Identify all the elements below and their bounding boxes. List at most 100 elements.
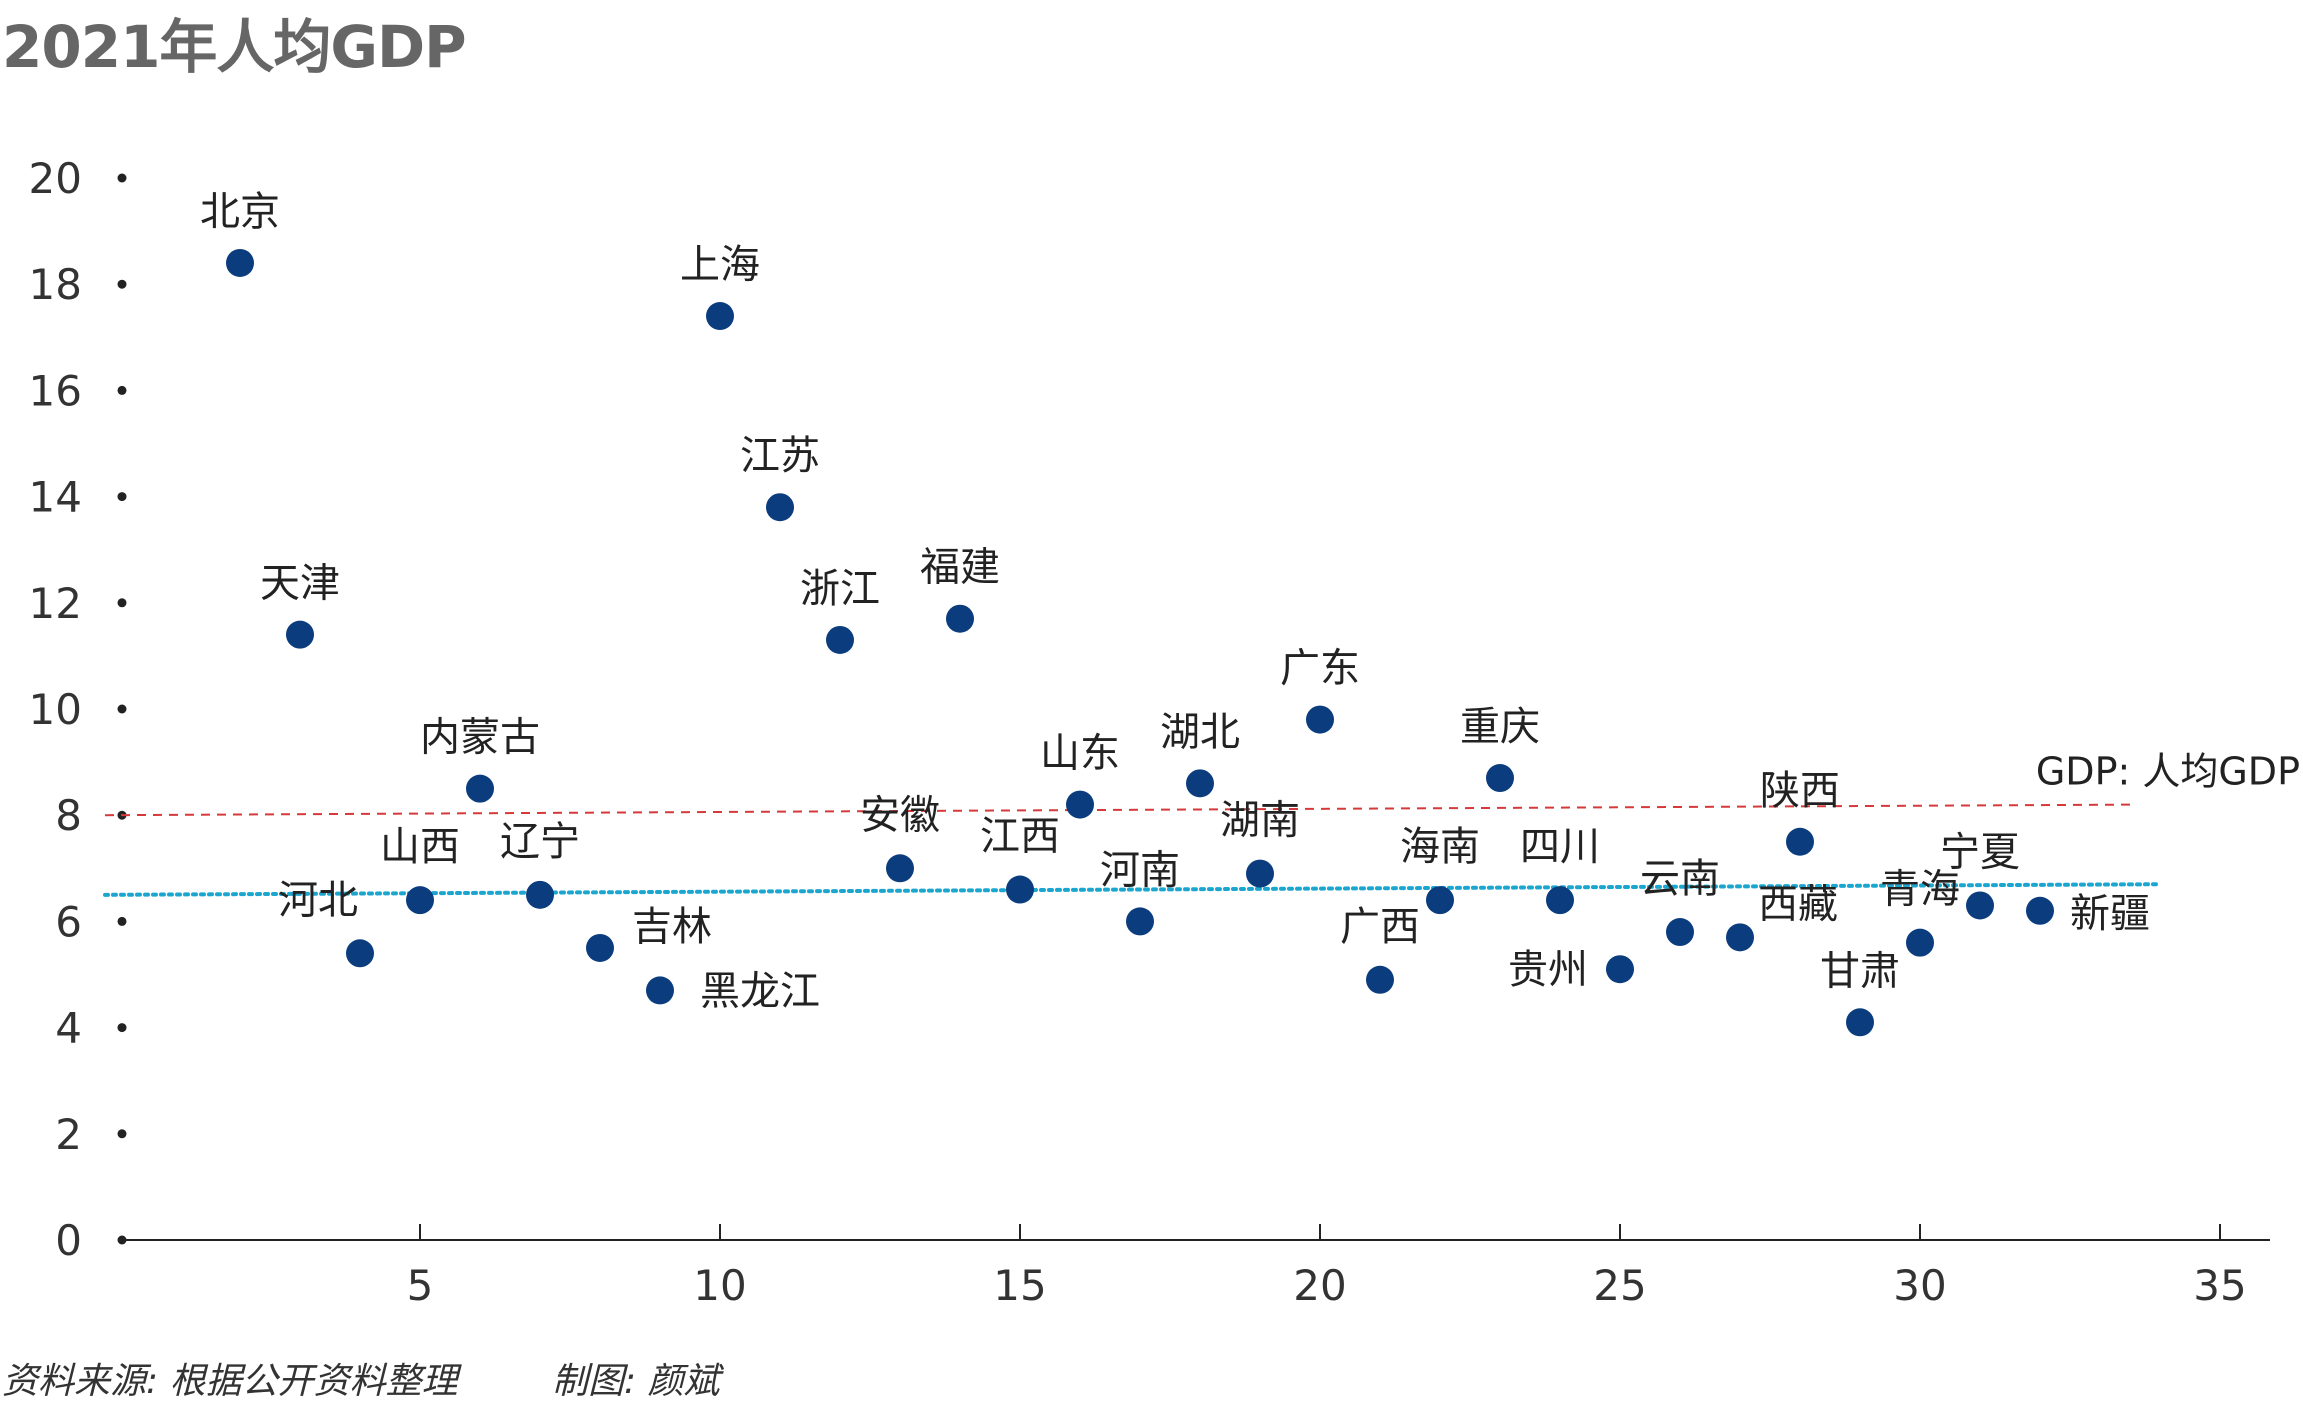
data-point [1426,886,1454,915]
x-tick-label: 25 [1593,1261,1646,1310]
y-tick-label: 16 [29,366,82,415]
data-points [226,248,2054,1037]
x-tick-label: 5 [407,1261,434,1310]
data-point [706,302,734,331]
y-tick-mark [117,598,127,608]
data-point [946,604,974,633]
x-tick-label: 35 [2193,1261,2246,1310]
data-point [1966,891,1994,920]
data-point [1906,928,1934,957]
data-point [646,976,674,1005]
data-point [886,854,914,883]
data-point [286,620,314,649]
data-point [346,939,374,968]
data-point-label: 江西 [980,814,1060,860]
y-tick-mark [117,1129,127,1139]
data-point [1846,1008,1874,1037]
data-point-label: 吉林 [632,904,712,950]
data-point-label: 甘肃 [1820,948,1900,994]
reference-lines: GDP: 人均GDP [103,750,2300,897]
data-point [526,880,554,909]
x-axis: 5 10 15 20 25 30 35 [407,1224,2247,1310]
data-point [1486,764,1514,793]
y-tick-mark [117,704,127,714]
data-point [1666,918,1694,947]
data-point-label: 北京 [200,189,280,235]
chart-source: 资料来源: 根据公开资料整理 [2,1361,458,1402]
data-point [826,625,854,654]
data-point-label: 山西 [380,824,460,870]
y-tick-mark [117,1235,127,1245]
reference-line-2 [103,882,2162,897]
data-point-label: 辽宁 [500,819,580,865]
y-tick-label: 0 [55,1216,82,1265]
data-point [586,933,614,962]
data-point [226,248,254,277]
data-point-label: 海南 [1400,824,1480,870]
data-point-label: 内蒙古 [420,715,540,761]
data-point [766,493,794,522]
data-point-label: 湖北 [1160,709,1240,755]
x-tick-label: 20 [1293,1261,1346,1310]
data-point-label: 云南 [1640,856,1720,902]
data-point-label: 河南 [1100,847,1180,893]
y-tick-mark [117,916,127,926]
data-point [1546,886,1574,915]
data-point-label: 上海 [680,242,760,288]
data-point-label: 陕西 [1760,768,1840,814]
data-point [1126,907,1154,936]
reference-line-1 [104,803,2137,817]
data-point-label: 广西 [1340,904,1420,950]
data-point [1066,790,1094,819]
y-tick-mark [117,1023,127,1033]
data-point-label: 黑龙江 [700,968,820,1014]
x-tick-label: 10 [693,1261,746,1310]
y-tick-label: 4 [55,1004,82,1053]
data-point [1366,965,1394,994]
data-point-label: 广东 [1280,646,1360,692]
y-tick-mark [117,492,127,502]
data-point-label: 重庆 [1460,704,1540,750]
chart-title: 2021年人均GDP [2,13,467,81]
data-point [1606,955,1634,984]
y-tick-label: 8 [55,791,82,840]
y-tick-label: 18 [29,260,82,309]
y-tick-label: 6 [55,897,82,946]
data-point [1186,769,1214,798]
data-point [1726,923,1754,952]
y-tick-label: 10 [29,685,82,734]
data-point [2026,896,2054,925]
y-tick-mark [117,385,127,395]
y-tick-label: 12 [29,579,82,628]
data-point [406,886,434,915]
y-tick-label: 2 [55,1110,82,1159]
data-point-label: 安徽 [860,792,940,838]
data-point-label: 西藏 [1758,881,1838,927]
data-point-label: 宁夏 [1940,829,2020,875]
y-tick-label: 20 [29,154,82,203]
data-point-label: 贵州 [1508,947,1588,993]
data-point-label: 青海 [1880,867,1960,913]
x-tick-label: 15 [993,1261,1046,1310]
data-point [1006,875,1034,904]
data-point-label: 福建 [920,545,1000,591]
data-point-label: 河北 [278,877,358,923]
data-point [1306,705,1334,734]
data-point-label: 浙江 [800,566,880,612]
x-tick-label: 30 [1893,1261,1946,1310]
data-point [1786,827,1814,856]
data-point [466,774,494,803]
data-point-label: 山东 [1040,731,1120,777]
y-tick-mark [117,173,127,183]
data-point-label: 湖南 [1220,798,1300,844]
data-point [1246,859,1274,888]
data-point-label: 江苏 [740,433,820,479]
y-tick-mark [117,279,127,289]
data-point-label: 天津 [260,561,340,607]
y-axis: 0 2 4 6 8 10 12 14 16 18 20 [29,154,127,1265]
data-point-label: 新疆 [2070,891,2150,937]
data-point-label: 四川 [1520,824,1600,870]
reference-line-label: GDP: 人均GDP [2036,750,2300,794]
